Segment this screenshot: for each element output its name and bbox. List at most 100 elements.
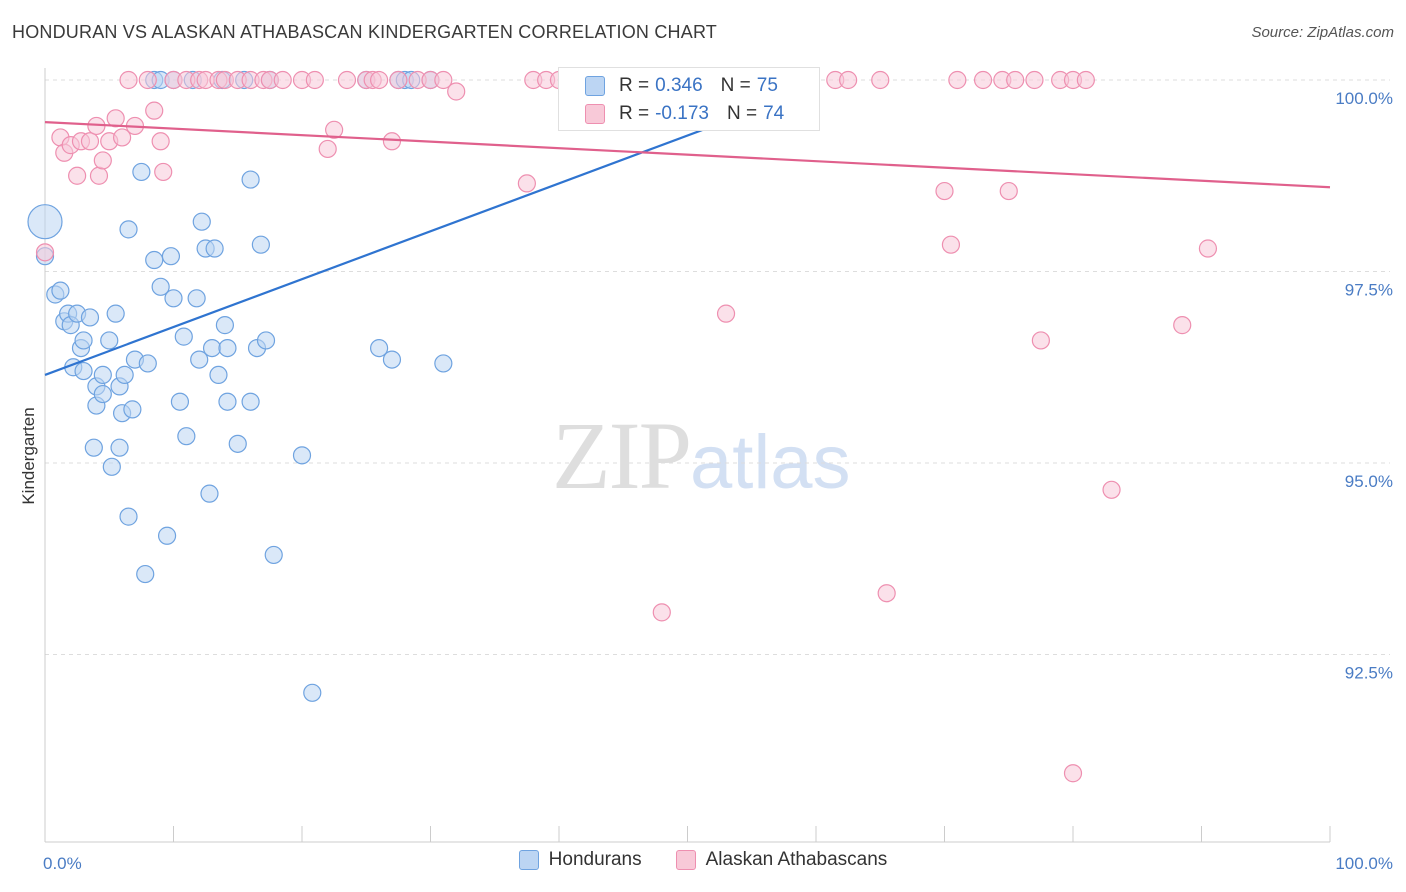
honduran-point-68 bbox=[370, 339, 389, 358]
legend-swatch-blue bbox=[585, 76, 605, 96]
honduran-point-41 bbox=[174, 327, 193, 346]
honduran-point-56 bbox=[228, 434, 247, 453]
honduran-point-64 bbox=[264, 545, 283, 565]
honduran-point-27 bbox=[123, 400, 142, 419]
legend-n-label: N = bbox=[726, 103, 758, 124]
alaskan-point-17 bbox=[151, 132, 170, 151]
series-legend-alaskan[interactable]: Alaskan Athabascans bbox=[675, 849, 888, 871]
alaskan-point-60 bbox=[948, 70, 967, 90]
honduran-point-26 bbox=[119, 507, 138, 526]
x-tick-label-1: 100.0% bbox=[1335, 854, 1393, 873]
honduran-point-20 bbox=[106, 304, 125, 323]
alaskan-point-43 bbox=[447, 82, 466, 101]
honduran-point-13 bbox=[84, 438, 103, 457]
honduran-point-54 bbox=[218, 339, 237, 358]
alaskan-point-70 bbox=[1076, 70, 1095, 90]
honduran-point-22 bbox=[110, 438, 129, 457]
legend-swatch-pink bbox=[585, 104, 605, 124]
honduran-point-59 bbox=[241, 392, 260, 411]
alaskan-trend-line bbox=[44, 121, 1331, 189]
alaskan-point-73 bbox=[1198, 239, 1218, 258]
honduran-point-66 bbox=[303, 683, 322, 702]
alaskan-point-64 bbox=[1006, 70, 1025, 90]
alaskan-point-11 bbox=[106, 109, 125, 128]
honduran-point-31 bbox=[138, 354, 157, 373]
correlation-legend: R = 0.346 N = 75 R = -0.173 N = 74 bbox=[558, 67, 820, 131]
alaskan-point-44 bbox=[517, 174, 536, 193]
honduran-point-51 bbox=[209, 365, 228, 385]
alaskan-point-9 bbox=[93, 151, 112, 170]
alaskan-point-51 bbox=[716, 304, 736, 323]
y-axis-label: Kindergarten bbox=[19, 407, 38, 504]
legend-row-hondurans: R = 0.346 N = 75 bbox=[559, 72, 778, 100]
honduran-point-11 bbox=[74, 361, 93, 381]
y-tick-label-0: 100.0% bbox=[1335, 89, 1393, 108]
legend-n-label: N = bbox=[720, 75, 751, 96]
hondurans-trend-line bbox=[44, 86, 817, 376]
honduran-point-24 bbox=[115, 365, 134, 385]
honduran-point-10 bbox=[74, 331, 93, 350]
series-swatch-blue bbox=[518, 850, 539, 870]
alaskan-point-58 bbox=[935, 181, 954, 201]
alaskan-point-61 bbox=[973, 70, 993, 90]
alaskan-point-12 bbox=[112, 128, 132, 147]
honduran-point-29 bbox=[132, 162, 151, 182]
alaskan-point-72 bbox=[1173, 316, 1192, 335]
alaskan-point-6 bbox=[80, 132, 100, 151]
series-legend: Hondurans Alaskan Athabascans bbox=[0, 849, 1406, 871]
alaskan-point-33 bbox=[325, 120, 344, 139]
alaskan-point-32 bbox=[318, 139, 337, 159]
honduran-point-32 bbox=[145, 250, 164, 270]
honduran-point-74 bbox=[434, 354, 453, 373]
alaskan-point-34 bbox=[337, 70, 357, 90]
alaskan-point-18 bbox=[154, 162, 173, 182]
honduran-point-55 bbox=[218, 392, 237, 411]
honduran-point-61 bbox=[251, 235, 270, 254]
series-legend-hondurans[interactable]: Hondurans bbox=[518, 849, 642, 871]
honduran-point-58 bbox=[241, 170, 260, 189]
alaskan-point-71 bbox=[1102, 480, 1121, 499]
alaskan-point-29 bbox=[273, 70, 292, 90]
alaskan-point-57 bbox=[877, 584, 896, 603]
axes bbox=[44, 68, 1331, 843]
legend-row-alaskan: R = -0.173 N = 74 bbox=[559, 100, 784, 128]
alaskan-point-66 bbox=[1031, 331, 1050, 350]
alaskan-point-38 bbox=[382, 132, 402, 151]
alaskan-athabascans-points bbox=[35, 70, 1218, 783]
honduran-point-45 bbox=[190, 350, 209, 369]
trend-lines bbox=[44, 86, 1331, 376]
honduran-point-37 bbox=[161, 247, 181, 266]
honduran-point-16 bbox=[93, 365, 112, 385]
alaskan-point-37 bbox=[370, 70, 389, 90]
alaskan-point-56 bbox=[871, 70, 890, 90]
honduran-point-25 bbox=[119, 220, 138, 239]
honduran-point-3 bbox=[51, 281, 70, 300]
alaskan-point-13 bbox=[119, 70, 138, 90]
honduran-point-0 bbox=[27, 204, 63, 240]
legend-n-value-alaskan: 74 bbox=[763, 103, 785, 124]
alaskan-point-16 bbox=[145, 101, 164, 120]
honduran-point-36 bbox=[157, 526, 177, 545]
grid-lines bbox=[45, 79, 1390, 655]
alaskan-point-63 bbox=[999, 181, 1018, 201]
series-name-alaskan: Alaskan Athabascans bbox=[705, 849, 888, 870]
honduran-point-65 bbox=[292, 446, 312, 465]
alaskan-point-69 bbox=[1063, 764, 1083, 783]
honduran-point-53 bbox=[215, 316, 234, 335]
alaskan-point-31 bbox=[305, 70, 324, 90]
alaskan-point-49 bbox=[652, 603, 671, 622]
honduran-point-44 bbox=[187, 289, 206, 308]
series-swatch-pink bbox=[675, 850, 696, 870]
legend-r-value-hondurans: 0.346 bbox=[655, 75, 703, 96]
alaskan-point-39 bbox=[389, 70, 408, 90]
y-tick-label-2: 95.0% bbox=[1345, 472, 1393, 491]
series-name-hondurans: Hondurans bbox=[548, 849, 642, 870]
honduran-point-17 bbox=[93, 384, 112, 404]
alaskan-point-59 bbox=[941, 235, 961, 254]
hondurans-points bbox=[27, 70, 453, 702]
y-tick-label-1: 97.5% bbox=[1345, 281, 1393, 300]
alaskan-point-15 bbox=[138, 70, 157, 90]
honduran-point-62 bbox=[256, 331, 276, 350]
source-credit: Source: ZipAtlas.com bbox=[1251, 24, 1394, 41]
legend-r-value-alaskan: -0.173 bbox=[655, 103, 709, 124]
